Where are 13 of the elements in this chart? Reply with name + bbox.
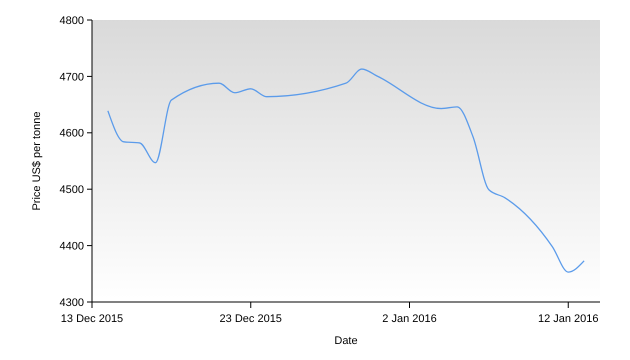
x-tick-label: 23 Dec 2015 (220, 313, 282, 325)
line-series (107, 68, 585, 273)
y-tick-label: 4300 (60, 296, 84, 309)
x-tick-label: 13 Dec 2015 (60, 313, 124, 325)
x-tick-label: 2 Jan 2016 (382, 313, 437, 325)
y-tick-label: 4400 (60, 240, 84, 252)
y-axis-title: Price US$ per tonne (31, 111, 43, 211)
y-tick-label: 4600 (60, 128, 84, 140)
y-tick-label: 4500 (60, 184, 84, 196)
y-tick-label: 4700 (60, 71, 84, 84)
y-tick-label: 4800 (60, 14, 84, 27)
x-tick-label: 12 Jan 2016 (538, 313, 599, 325)
x-axis-title: Date (334, 335, 358, 347)
